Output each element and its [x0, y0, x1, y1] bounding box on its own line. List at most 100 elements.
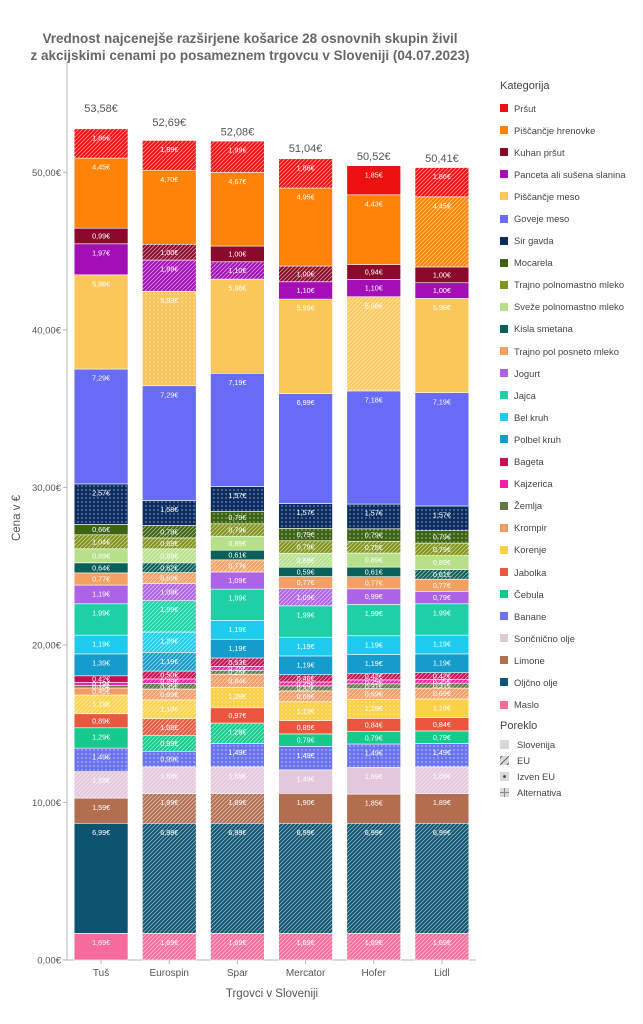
legend-origin-swatch [500, 772, 509, 782]
legend-item-kisla-smetana[interactable]: Kisla smetana [500, 318, 643, 340]
segment-value-label: 0,99€ [160, 755, 178, 764]
legend-label: Žemlja [514, 500, 543, 512]
legend-label: Banane [514, 610, 547, 622]
legend-item-kajzerica[interactable]: Kajzerica [500, 473, 643, 495]
legend-item-soncnicno-olje[interactable]: Sončnično olje [500, 627, 643, 649]
segment-value-label: 0,79€ [297, 530, 315, 539]
legend-label: Jabolka [514, 566, 547, 578]
segment-pattern-hatch [142, 689, 197, 700]
bar-tus [73, 128, 129, 961]
segment-pattern-dots [210, 687, 265, 708]
segment-value-label: 5,98€ [228, 284, 246, 293]
segment-pattern-hatch [414, 933, 469, 960]
segment-value-label: 6,99€ [160, 828, 178, 837]
legend-item-kuhan-prsut[interactable]: Kuhan pršut [500, 141, 643, 163]
legend-item-jabolka[interactable]: Jabolka [500, 561, 643, 583]
legend-origin-eu[interactable]: EU [500, 753, 643, 769]
legend-item-piscancje-hrenovke[interactable]: Piščančje hrenovke [500, 119, 643, 141]
legend-label: Sončnično olje [514, 632, 575, 644]
legend-item-jogurt[interactable]: Jogurt [500, 362, 643, 384]
legend-item-maslo[interactable]: Maslo [500, 694, 643, 716]
legend-label: Piščančje hrenovke [514, 124, 596, 136]
legend-item-trajno-pol-posneto-mleko[interactable]: Trajno pol posneto mleko [500, 340, 643, 362]
segment-pattern-dots [210, 743, 265, 767]
legend-item-panceta-ali-susena-slanina[interactable]: Panceta ali sušena slanina [500, 163, 643, 185]
segment-value-label: 1,10€ [297, 286, 315, 295]
y-tick-label: 10,00€ [32, 798, 62, 809]
segment-value-label: 6,99€ [297, 828, 315, 837]
segment-value-label: 1,58€ [160, 505, 178, 514]
segment-value-label: 1,19€ [433, 640, 451, 649]
segment-value-label: 0,84€ [433, 720, 451, 729]
legend-origin-list: Slovenija EU Izven EU Alternativa [500, 737, 643, 801]
segment-value-label: 6,99€ [365, 828, 383, 837]
legend-item-bel-kruh[interactable]: Bel kruh [500, 406, 643, 428]
segment-pattern-hatch [210, 766, 265, 794]
legend-item-prsut[interactable]: Pršut [500, 97, 643, 119]
segment-goveje-meso [142, 385, 197, 501]
segment-pattern-hatch [142, 562, 197, 573]
legend-label: Jajca [514, 389, 536, 401]
legend-origin-slovenija[interactable]: Slovenija [500, 737, 643, 753]
segment-value-label: 1,99€ [160, 265, 178, 274]
segment-value-label: 0,69€ [160, 690, 178, 699]
segment-pattern-hatch [210, 666, 265, 671]
segment-pattern-hatch [346, 673, 401, 680]
legend-item-bageta[interactable]: Bageta [500, 451, 643, 473]
segment-pattern-dots [414, 530, 469, 544]
segment-piscancje-meso [210, 278, 265, 374]
legend-item-oljcno-olje[interactable]: Oljčno olje [500, 671, 643, 693]
legend-swatch [500, 170, 508, 179]
segment-piscancje-hrenovke [73, 157, 129, 229]
segment-value-label: 1,29€ [228, 692, 246, 701]
segment-value-label: 1,69€ [433, 771, 451, 780]
segment-pattern-dots [278, 503, 333, 529]
segment-value-label: 1,99€ [433, 608, 451, 617]
segment-pattern-dots [210, 486, 265, 512]
segment-value-label: 0,31€ [433, 681, 451, 690]
legend-item-banane[interactable]: Banane [500, 605, 643, 627]
segment-pattern-hatch [278, 674, 333, 682]
legend-item-limone[interactable]: Limone [500, 649, 643, 671]
segment-value-label: 0,69€ [297, 692, 315, 701]
legend-item-krompir[interactable]: Krompir [500, 517, 643, 539]
legend-item-mocarela[interactable]: Mocarela [500, 252, 643, 274]
segment-pattern-hatch [142, 600, 197, 632]
legend-item-goveje-meso[interactable]: Goveje meso [500, 207, 643, 229]
segment-value-label: 1,19€ [433, 704, 451, 713]
segment-pattern-hatch [414, 688, 469, 699]
segment-goveje-meso [346, 390, 401, 505]
legend-item-piscancje-meso[interactable]: Piščančje meso [500, 185, 643, 207]
legend-label: Trajno polnomastno mleko [514, 279, 625, 291]
legend-item-cebula[interactable]: Čebula [500, 583, 643, 605]
legend-item-zemlja[interactable]: Žemlja [500, 495, 643, 517]
segment-value-label: 0,66€ [92, 525, 110, 534]
legend-label: Pršut [514, 102, 536, 114]
segment-value-label: 0,42€ [92, 675, 110, 684]
segment-piscancje-hrenovke [142, 169, 197, 245]
legend-item-sir-gavda[interactable]: Sir gavda [500, 230, 643, 252]
legend-item-korenje[interactable]: Korenje [500, 539, 643, 561]
segment-value-label: 4,45€ [433, 201, 451, 210]
legend-origin-izven-eu[interactable]: Izven EU [500, 769, 643, 785]
legend-label: Bel kruh [514, 411, 549, 423]
segment-pattern-hatch [142, 671, 197, 679]
legend-item-polbel-kruh[interactable]: Polbel kruh [500, 428, 643, 450]
segment-value-label: 1,69€ [92, 776, 110, 785]
legend-origin-alternativa[interactable]: Alternativa [500, 785, 643, 801]
segment-value-label: 7,19€ [433, 397, 451, 406]
legend-item-trajno-polnomastno-mleko[interactable]: Trajno polnomastno mleko [500, 274, 643, 296]
legend-label: Kuhan pršut [514, 146, 565, 158]
segment-value-label: 0,89€ [228, 539, 246, 548]
legend-item-sveze-polnomastno-mleko[interactable]: Sveže polnomastno mleko [500, 296, 643, 318]
segment-value-label: 1,19€ [365, 704, 383, 713]
segment-pattern-hatch [346, 683, 401, 689]
legend-label: Jogurt [514, 367, 541, 379]
segment-pattern-hatch [210, 933, 265, 960]
y-tick-label: 0,00€ [37, 956, 61, 967]
legend-swatch [500, 413, 508, 422]
legend-item-jajca[interactable]: Jajca [500, 384, 643, 406]
segment-pattern-dots [414, 743, 469, 767]
segment-piscancje-hrenovke [210, 172, 265, 247]
segment-pattern-hatch [210, 657, 265, 667]
